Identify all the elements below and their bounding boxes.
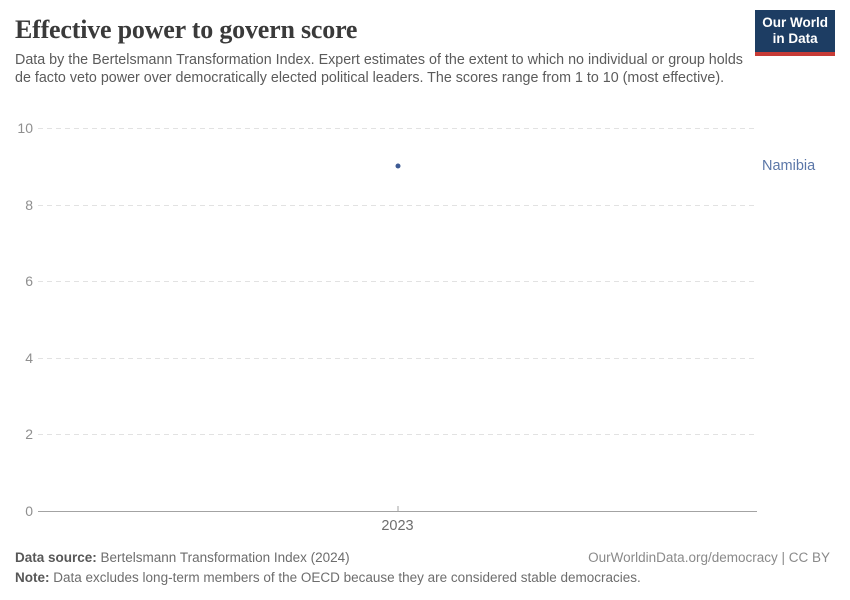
chart-title: Effective power to govern score [15,15,358,44]
data-source-line: Data source: Bertelsmann Transformation … [15,548,350,568]
x-axis-tick-mark [397,506,398,511]
y-axis-tick-label: 2 [25,426,33,443]
note-text: Data excludes long-term members of the O… [49,570,641,585]
chart-subtitle: Data by the Bertelsmann Transformation I… [15,52,743,87]
y-gridline [38,128,757,129]
x-axis-tick-label: 2023 [381,518,414,534]
attribution-link[interactable]: OurWorldinData.org/democracy | CC BY [588,550,830,565]
footer-source-row: Data source: Bertelsmann Transformation … [15,548,830,568]
owid-logo: Our World in Data [755,10,835,57]
owid-logo-line1: Our World [762,15,828,30]
y-axis-tick-label: 10 [17,120,33,136]
owid-logo-line2: in Data [772,31,818,47]
chart-footer: Data source: Bertelsmann Transformation … [15,548,830,588]
x-axis-line [38,511,757,512]
data-source-text: Bertelsmann Transformation Index (2024) [96,550,350,565]
y-axis-tick-label: 6 [25,273,33,290]
note-label: Note: [15,570,50,585]
y-axis-tick-label: 4 [25,349,33,366]
y-axis-tick-label: 0 [25,503,33,519]
y-gridline [38,204,757,206]
y-axis-tick-label: 8 [25,196,33,213]
data-point-namibia[interactable] [395,163,400,169]
y-gridline [38,357,757,359]
y-gridline [38,281,757,283]
plot-area: 0 2 4 6 8 10 2023 Namibia [0,118,850,534]
y-gridline [38,434,757,436]
chart-header: Effective power to govern score Data by … [0,0,850,88]
entity-label-namibia[interactable]: Namibia [762,158,816,175]
footer-note-row: Note: Data excludes long-term members of… [15,568,830,588]
data-source-label: Data source: [15,550,97,565]
